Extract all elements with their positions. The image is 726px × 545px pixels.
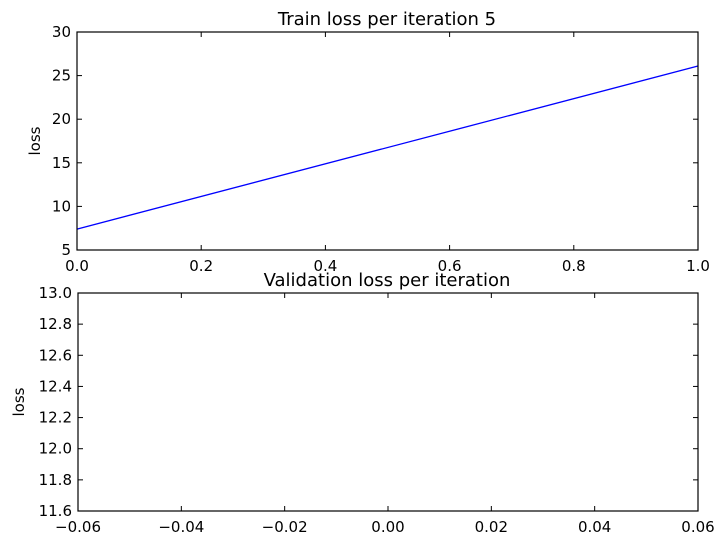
series-layer <box>76 65 699 230</box>
y-tick-label: 5 <box>61 241 71 259</box>
x-tick-label: −0.04 <box>158 518 204 536</box>
train-loss-subplot: Train loss per iteration 5 loss 0.0 0.2 0.… <box>26 9 710 275</box>
x-tick-label: 0.00 <box>371 518 404 536</box>
x-tick-label: 0.06 <box>681 518 714 536</box>
y-tick-label: 20 <box>52 110 71 128</box>
y-tick-label: 10 <box>52 197 71 215</box>
x-tick-label: −0.02 <box>262 518 308 536</box>
validation-loss-subplot: Validation loss per iteration loss −0.06… <box>10 270 715 536</box>
y-axis-label: loss <box>10 387 28 416</box>
x-tick-label: 0.2 <box>189 257 213 275</box>
y-tick-label: 11.8 <box>39 471 72 489</box>
y-tick-label: 12.0 <box>39 440 72 458</box>
y-tick-label: 12.8 <box>39 315 72 333</box>
x-tick-label: 0.0 <box>65 257 89 275</box>
y-tick-label: 30 <box>52 23 71 41</box>
series-line <box>76 65 699 230</box>
plot-frame <box>77 292 699 512</box>
y-tick-label: 12.6 <box>39 346 72 364</box>
x-tick-label: 0.6 <box>438 257 462 275</box>
chart-title: Train loss per iteration 5 <box>277 9 496 30</box>
x-tick-label: 0.8 <box>562 257 586 275</box>
y-tick-label: 15 <box>52 154 71 172</box>
y-tick-label: 13.0 <box>39 284 72 302</box>
chart-title: Validation loss per iteration <box>264 270 511 291</box>
plot-frame <box>76 31 699 251</box>
y-tick-label: 11.6 <box>39 502 72 520</box>
x-tick-label: 1.0 <box>686 257 710 275</box>
y-tick-label: 12.4 <box>39 377 72 395</box>
y-axis-label: loss <box>26 126 44 155</box>
x-tick-label: −0.06 <box>55 518 101 536</box>
x-tick-label: 0.04 <box>578 518 611 536</box>
y-tick-label: 25 <box>52 67 71 85</box>
y-tick-label: 12.2 <box>39 409 72 427</box>
x-tick-label: 0.4 <box>313 257 337 275</box>
x-tick-label: 0.02 <box>475 518 508 536</box>
tick-layer: −0.06 −0.04 −0.02 0.00 0.02 0.04 0.06 11.6 11.8 1… <box>39 284 715 536</box>
